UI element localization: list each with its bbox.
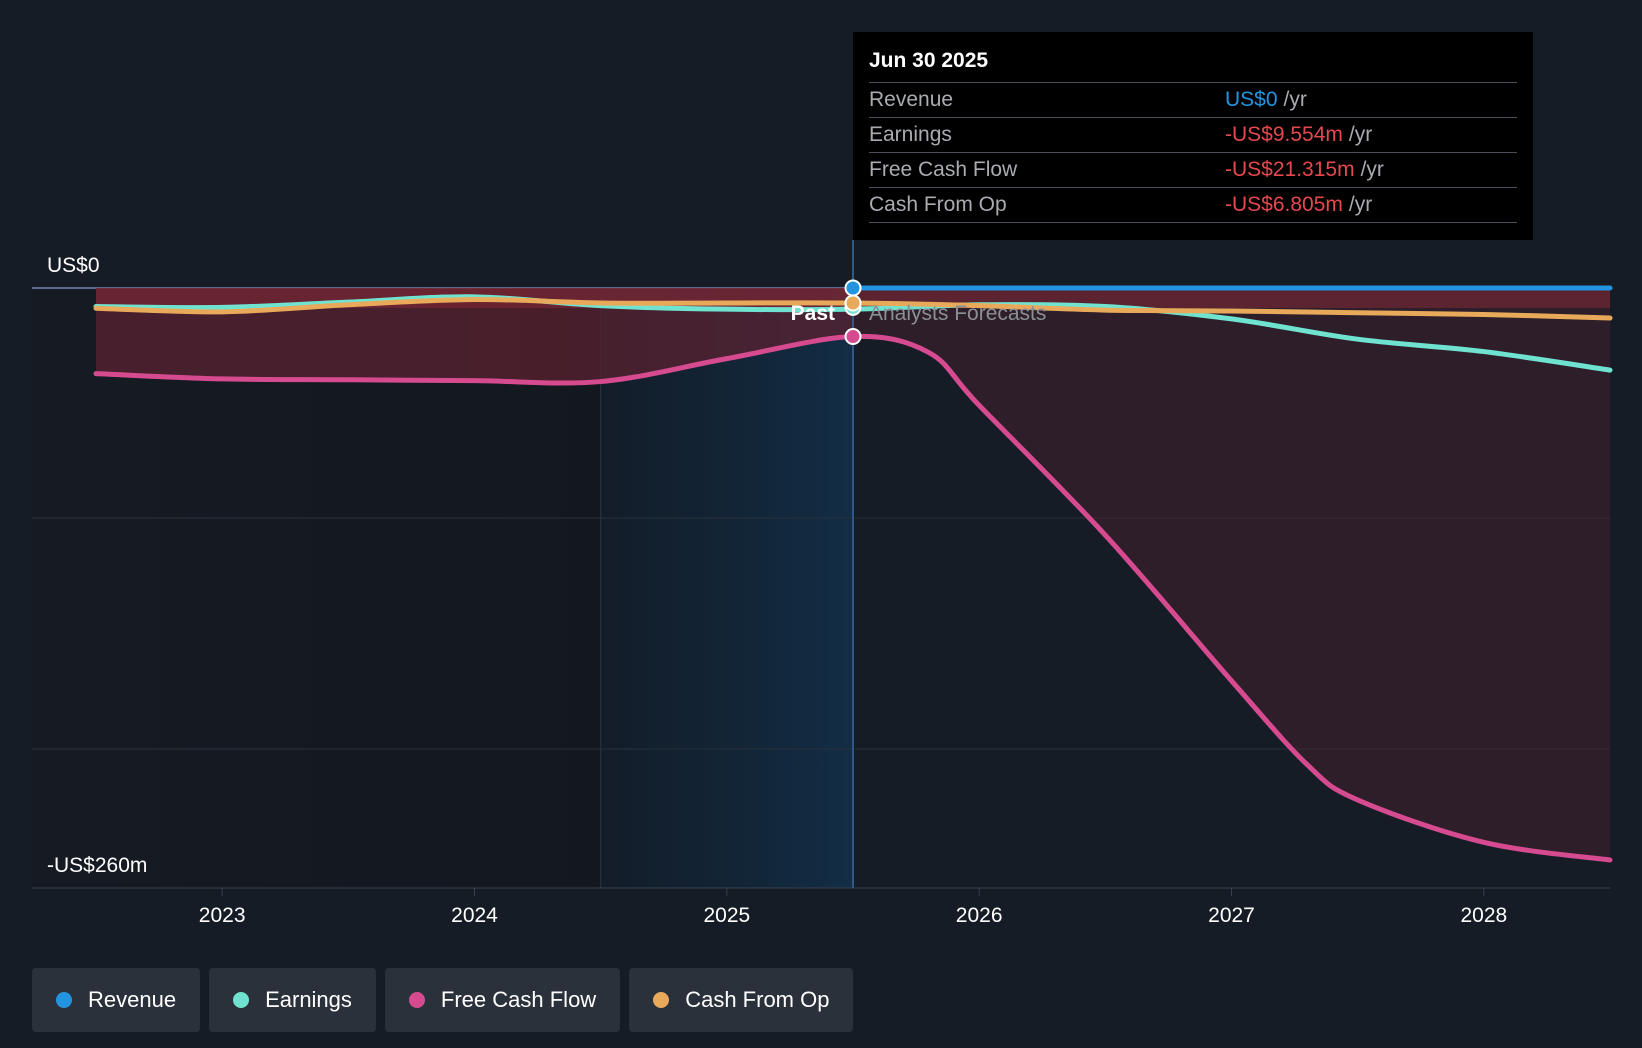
legend-label: Revenue xyxy=(88,987,177,1012)
legend-earnings[interactable]: Earnings xyxy=(209,968,376,1032)
legend-revenue[interactable]: Revenue xyxy=(32,968,201,1032)
tooltip-value: -US$21.315m xyxy=(1225,158,1355,181)
tooltip-date: Jun 30 2025 xyxy=(869,46,1517,83)
x-tick-label: 2024 xyxy=(451,904,498,927)
legend-label: Cash From Op xyxy=(685,987,830,1012)
cash-from-op-marker xyxy=(844,294,862,312)
forecast-chart: US$0 -US$260m 2023 2024 2025 2026 2027 2028 Past… xyxy=(32,240,1613,927)
x-tick-label: 2028 xyxy=(1460,904,1507,927)
legend-dot-icon xyxy=(408,992,425,1008)
forecast-label: Analysts Forecasts xyxy=(869,302,1046,325)
past-fcf-area xyxy=(96,288,853,384)
tooltip-unit: /yr xyxy=(1348,193,1373,216)
x-tick-label: 2027 xyxy=(1208,904,1255,927)
tooltip-label: Free Cash Flow xyxy=(869,158,1018,181)
legend-label: Earnings xyxy=(265,987,352,1012)
forecast-fcf-area xyxy=(853,288,1610,860)
free-cash-flow-marker xyxy=(844,328,862,346)
chart-legend: Revenue Earnings Free Cash Flow Cash Fro… xyxy=(32,968,854,1032)
tooltip-unit: /yr xyxy=(1360,158,1384,181)
highlight-region xyxy=(600,288,853,888)
data-tooltip: Jun 30 2025 Revenue US$0 /yr Earnings -U… xyxy=(853,32,1533,240)
past-label: Past xyxy=(791,302,835,325)
x-tick-label: 2025 xyxy=(703,904,750,927)
tooltip-unit: /yr xyxy=(1348,123,1373,146)
tooltip-label: Cash From Op xyxy=(869,193,1007,216)
legend-free-cash-flow[interactable]: Free Cash Flow xyxy=(384,968,621,1032)
tooltip-label: Revenue xyxy=(869,88,954,111)
y-axis-bottom-label: -US$260m xyxy=(47,854,147,877)
tooltip-value: -US$9.554m xyxy=(1225,123,1343,146)
tooltip-label: Earnings xyxy=(869,123,952,146)
y-axis-top-label: US$0 xyxy=(47,254,100,277)
free-cash-flow-line xyxy=(93,333,1613,863)
legend-dot-icon xyxy=(56,992,72,1008)
legend-dot-icon xyxy=(233,992,250,1008)
legend-cash-from-op[interactable]: Cash From Op xyxy=(629,968,854,1032)
legend-label: Free Cash Flow xyxy=(440,987,597,1012)
tooltip-unit: /yr xyxy=(1283,88,1307,111)
legend-dot-icon xyxy=(653,992,670,1008)
tooltip-row-free-cash-flow: Free Cash Flow -US$21.315m /yr xyxy=(869,153,1517,188)
x-tick-label: 2023 xyxy=(199,904,246,927)
tooltip-row-revenue: Revenue US$0 /yr xyxy=(869,83,1517,118)
tooltip-row-earnings: Earnings -US$9.554m /yr xyxy=(869,118,1517,153)
tooltip-row-cash-from-op: Cash From Op -US$6.805m /yr xyxy=(869,188,1517,223)
revenue-marker xyxy=(844,279,862,297)
x-tick-label: 2026 xyxy=(956,904,1003,927)
tooltip-value: -US$6.805m xyxy=(1225,193,1343,216)
tooltip-value: US$0 xyxy=(1225,88,1278,111)
